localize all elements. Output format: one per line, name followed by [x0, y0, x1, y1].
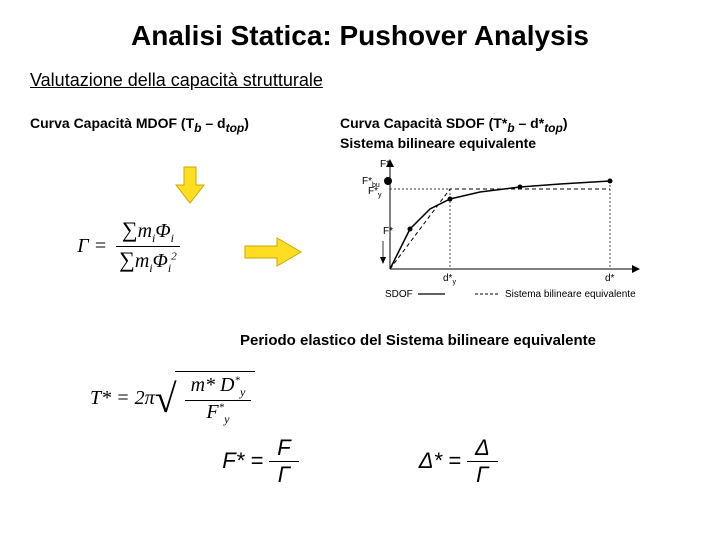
periodo-label: Periodo elastico del Sistema bilineare e…: [240, 332, 690, 349]
bilinear-legend: Sistema bilineare equivalente: [505, 289, 636, 300]
dstar-label: d*: [605, 273, 615, 284]
mdof-label: Curva Capacità MDOF (Tb – dtop): [30, 115, 340, 151]
right-column: F* F*bu F*y F* d*y d* SDOF Sistema bilin…: [350, 159, 690, 314]
middle-section: Γ = ∑miΦi ∑miΦi2: [30, 159, 690, 314]
sdof-legend: SDOF: [385, 289, 413, 300]
axis-y-label: F*: [380, 159, 390, 170]
fstar-equation: F* = FΓ: [222, 435, 298, 488]
sdof-label: Curva Capacità SDOF (T*b – d*top) Sistem…: [340, 115, 690, 151]
gamma-equation: Γ = ∑miΦi ∑miΦi2: [77, 217, 182, 276]
arrow-right-icon: [243, 234, 303, 270]
bottom-formulas: F* = FΓ Δ* = ΔΓ: [30, 435, 690, 488]
capacity-chart: F* F*bu F*y F* d*y d* SDOF Sistema bilin…: [350, 159, 650, 309]
tstar-equation: T* = 2π √ m* D*y F*y: [90, 371, 690, 427]
arrow-down-icon: [170, 165, 210, 205]
dy-label: d*y: [443, 273, 456, 286]
fbu-marker: [384, 177, 392, 185]
left-column: Γ = ∑miΦi ∑miΦi2: [30, 159, 350, 276]
fy-label: F*y: [368, 186, 382, 199]
subtitle: Valutazione della capacità strutturale: [30, 70, 690, 91]
labels-row: Curva Capacità MDOF (Tb – dtop) Curva Ca…: [30, 115, 690, 151]
deltastar-equation: Δ* = ΔΓ: [419, 435, 498, 488]
page-title: Analisi Statica: Pushover Analysis: [30, 20, 690, 52]
f-axis-label: F*: [383, 226, 393, 237]
